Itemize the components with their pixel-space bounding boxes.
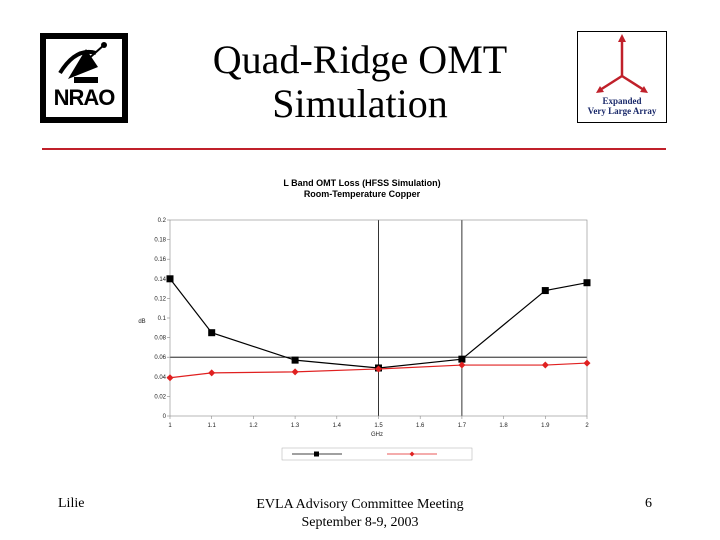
y-tick-label: 0.12 (154, 296, 166, 302)
y-tick-label: 0.06 (154, 355, 166, 361)
x-axis-label: GHz (371, 432, 383, 438)
x-tick-label: 1.7 (458, 423, 467, 429)
data-point (291, 368, 299, 376)
data-point (291, 356, 299, 364)
x-tick-label: 1.4 (333, 423, 342, 429)
chart-container: L Band OMT Loss (HFSS Simulation) Room-T… (132, 168, 602, 468)
x-tick-label: 2 (585, 423, 589, 429)
slide-title-line1: Quad-Ridge OMT (212, 37, 508, 82)
x-tick-label: 1.8 (499, 423, 508, 429)
y-tick-label: 0.08 (154, 336, 166, 342)
chart-title: L Band OMT Loss (HFSS Simulation) (283, 178, 440, 188)
x-tick-label: 1 (168, 423, 172, 429)
x-tick-label: 1.3 (291, 423, 300, 429)
data-point (541, 287, 549, 295)
nrao-logo-inner: NRAO (46, 39, 122, 117)
data-point (583, 279, 591, 287)
legend-marker-sample (314, 451, 319, 457)
x-tick-label: 1.5 (374, 423, 383, 429)
data-point (541, 361, 549, 369)
data-point (583, 359, 591, 367)
x-tick-label: 1.1 (208, 423, 217, 429)
y-tick-label: 0 (163, 414, 167, 420)
evla-logo-line2: Very Large Array (587, 106, 657, 116)
evla-arms-icon (596, 34, 648, 93)
evla-logo: Expanded Very Large Array (577, 31, 667, 123)
y-tick-label: 0.18 (154, 238, 166, 244)
y-tick-label: 0.14 (154, 277, 166, 283)
page-number: 6 (645, 496, 652, 511)
y-tick-label: 0.2 (158, 218, 167, 224)
data-point (458, 361, 466, 369)
data-point (166, 374, 174, 382)
chart-subtitle: Room-Temperature Copper (304, 189, 421, 199)
data-point (458, 355, 466, 363)
nrao-logo: NRAO (40, 33, 128, 123)
evla-logo-line1: Expanded (602, 96, 642, 106)
legend-box (281, 447, 473, 461)
x-tick-label: 1.9 (541, 423, 550, 429)
y-tick-label: 0.1 (158, 316, 167, 322)
y-axis-label: dB (138, 319, 145, 325)
data-point (375, 365, 382, 373)
legend-marker-sample (409, 451, 415, 457)
y-tick-label: 0.04 (154, 375, 166, 381)
x-tick-label: 1.2 (249, 423, 258, 429)
slide-title-line2: Simulation (272, 81, 448, 126)
footer-meeting-name: EVLA Advisory Committee Meeting (256, 497, 464, 512)
slide-title: Quad-Ridge OMT Simulation (140, 38, 580, 126)
footer-meeting-date: September 8-9, 2003 (301, 515, 419, 530)
footer-meeting: EVLA Advisory Committee Meeting Septembe… (220, 496, 500, 532)
data-point (166, 275, 174, 283)
y-tick-label: 0.02 (154, 394, 166, 400)
footer-author: Lilie (58, 496, 85, 511)
title-divider (42, 148, 666, 150)
y-tick-label: 0.16 (154, 257, 166, 263)
chart-svg: L Band OMT Loss (HFSS Simulation) Room-T… (138, 178, 591, 461)
data-point (208, 329, 216, 337)
nrao-logo-text: NRAO (53, 85, 116, 110)
x-tick-label: 1.6 (416, 423, 425, 429)
radio-telescope-icon (58, 42, 107, 83)
data-point (208, 369, 216, 377)
evla-logo-text: Expanded Very Large Array (578, 96, 666, 116)
